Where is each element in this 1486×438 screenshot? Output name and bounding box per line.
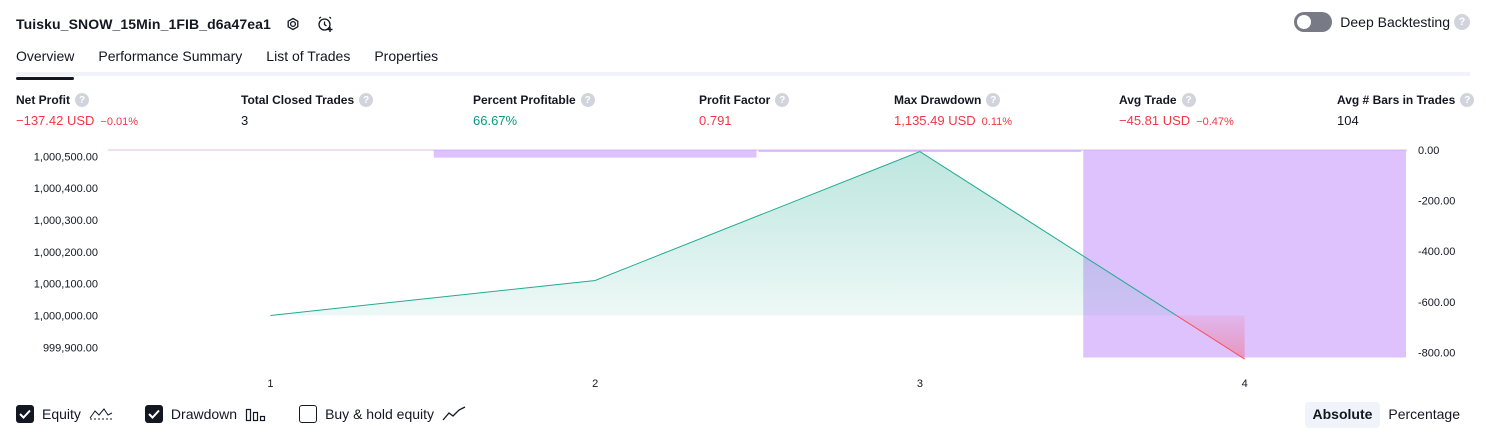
equity-series <box>270 151 1245 360</box>
checkmark-icon <box>148 409 160 419</box>
checkmark-icon <box>19 409 31 419</box>
right-axis-tick-label: 0.00 <box>1418 145 1439 157</box>
help-icon[interactable]: ? <box>775 93 790 107</box>
deep-backtesting: Deep Backtesting ? <box>1294 12 1470 32</box>
left-axis-tick-label: 999,900.00 <box>43 342 98 354</box>
buy-hold-checkbox[interactable] <box>299 405 318 423</box>
help-icon[interactable]: ? <box>1181 93 1196 107</box>
metrics-row: Net Profit? −137.42 USD −0.01% Total Clos… <box>16 93 1475 133</box>
percentage-button[interactable]: Percentage <box>1388 406 1460 422</box>
tab-properties[interactable]: Properties <box>374 48 439 64</box>
x-axis-tick-label: 1 <box>267 378 273 390</box>
left-axis-tick-label: 1,000,300.00 <box>34 215 98 227</box>
metric-value: 1,135.49 USD <box>894 113 976 128</box>
metric-label: Percent Profitable <box>473 93 576 107</box>
metric-label: Avg Trade <box>1119 93 1177 107</box>
metric-percent: −0.01% <box>100 116 139 128</box>
metric-value: 0.791 <box>699 113 732 128</box>
left-axis-tick-label: 1,000,200.00 <box>34 247 98 259</box>
right-axis-tick-label: -800.00 <box>1418 347 1455 359</box>
deep-backtesting-label: Deep Backtesting <box>1340 14 1450 30</box>
right-axis-tick-label: -400.00 <box>1418 246 1455 258</box>
right-axis-tick-label: -200.00 <box>1418 196 1455 208</box>
metric-value: 66.67% <box>473 113 518 128</box>
strategy-header: Tuisku_SNOW_15Min_1FIB_d6a47ea1 <box>16 12 335 36</box>
metric-total-closed-trades: Total Closed Trades? 3 <box>241 93 374 128</box>
right-axis-tick-label: -600.00 <box>1418 297 1455 309</box>
left-axis-tick-label: 1,000,000.00 <box>34 310 98 322</box>
add-alert-icon[interactable] <box>315 14 335 34</box>
absolute-button[interactable]: Absolute <box>1304 402 1381 428</box>
settings-icon[interactable] <box>283 14 303 34</box>
tab-bar: Overview Performance Summary List of Tra… <box>16 44 1470 80</box>
metric-label: Total Closed Trades <box>241 93 355 107</box>
help-icon[interactable]: ? <box>75 93 89 107</box>
x-axis-tick-label: 2 <box>592 378 598 390</box>
tab-list-of-trades[interactable]: List of Trades <box>266 48 351 64</box>
equity-checkbox[interactable] <box>16 405 34 423</box>
metric-avg-bars-in-trades: Avg # Bars in Trades? 104 <box>1337 93 1475 128</box>
metric-avg-trade: Avg Trade? −45.81 USD −0.47% <box>1119 93 1234 128</box>
tab-overview[interactable]: Overview <box>16 44 75 80</box>
equity-line-icon <box>89 406 113 422</box>
metric-net-profit: Net Profit? −137.42 USD −0.01% <box>16 93 138 128</box>
left-axis-tick-label: 1,000,500.00 <box>34 151 98 163</box>
metric-percent: −0.47% <box>1196 116 1234 128</box>
metric-percent: 0.11% <box>981 116 1013 128</box>
help-icon[interactable]: ? <box>359 93 374 107</box>
metric-label: Net Profit <box>16 93 70 107</box>
equity-line <box>270 151 1177 316</box>
legend-label: Buy & hold equity <box>325 406 435 422</box>
metric-profit-factor: Profit Factor? 0.791 <box>699 93 790 128</box>
help-icon[interactable]: ? <box>1454 14 1470 30</box>
metric-value: −45.81 USD <box>1119 113 1191 128</box>
legend-label: Equity <box>42 406 81 422</box>
x-axis-tick-label: 4 <box>1242 378 1248 390</box>
equity-profit-area <box>270 151 1177 316</box>
display-mode-switch: Absolute Percentage <box>1304 402 1469 428</box>
metric-percent-profitable: Percent Profitable? 66.67% <box>473 93 595 128</box>
deep-backtesting-toggle[interactable] <box>1294 12 1333 32</box>
legend-equity[interactable]: Equity <box>16 405 113 423</box>
left-axis-tick-label: 1,000,400.00 <box>34 183 98 195</box>
help-icon[interactable]: ? <box>986 93 1001 107</box>
x-axis: 1 2 3 4 <box>267 378 1247 390</box>
drawdown-bar <box>433 150 757 158</box>
equity-drawdown-chart[interactable]: 1,000,500.00 1,000,400.00 1,000,300.00 1,00… <box>0 140 1486 390</box>
metric-value: −137.42 USD <box>16 113 95 128</box>
drawdown-bar <box>758 150 1082 153</box>
chart-legend: Equity Drawdown Buy & hold equity <box>16 404 498 424</box>
legend-buy-hold[interactable]: Buy & hold equity <box>299 405 466 423</box>
metric-label: Max Drawdown <box>894 93 982 107</box>
left-axis-tick-label: 1,000,100.00 <box>34 279 98 291</box>
drawdown-bars-icon <box>245 406 267 422</box>
tab-performance-summary[interactable]: Performance Summary <box>98 48 243 64</box>
drawdown-checkbox[interactable] <box>144 405 163 423</box>
buy-hold-line-icon <box>442 406 466 422</box>
metric-label: Avg # Bars in Trades <box>1337 93 1456 107</box>
metric-max-drawdown: Max Drawdown? 1,135.49 USD 0.11% <box>894 93 1012 128</box>
help-icon[interactable]: ? <box>580 93 595 107</box>
left-axis: 1,000,500.00 1,000,400.00 1,000,300.00 1,00… <box>34 151 98 354</box>
legend-drawdown[interactable]: Drawdown <box>144 405 267 423</box>
legend-label: Drawdown <box>170 406 238 422</box>
metric-label: Profit Factor <box>699 93 771 107</box>
help-icon[interactable]: ? <box>1460 93 1475 107</box>
x-axis-tick-label: 3 <box>917 378 923 390</box>
strategy-name: Tuisku_SNOW_15Min_1FIB_d6a47ea1 <box>16 16 271 32</box>
metric-value: 3 <box>241 113 249 128</box>
equity-loss-line <box>1176 315 1245 360</box>
right-axis: 0.00 -200.00 -400.00 -600.00 -800.00 <box>1418 145 1455 359</box>
metric-value: 104 <box>1337 113 1359 128</box>
